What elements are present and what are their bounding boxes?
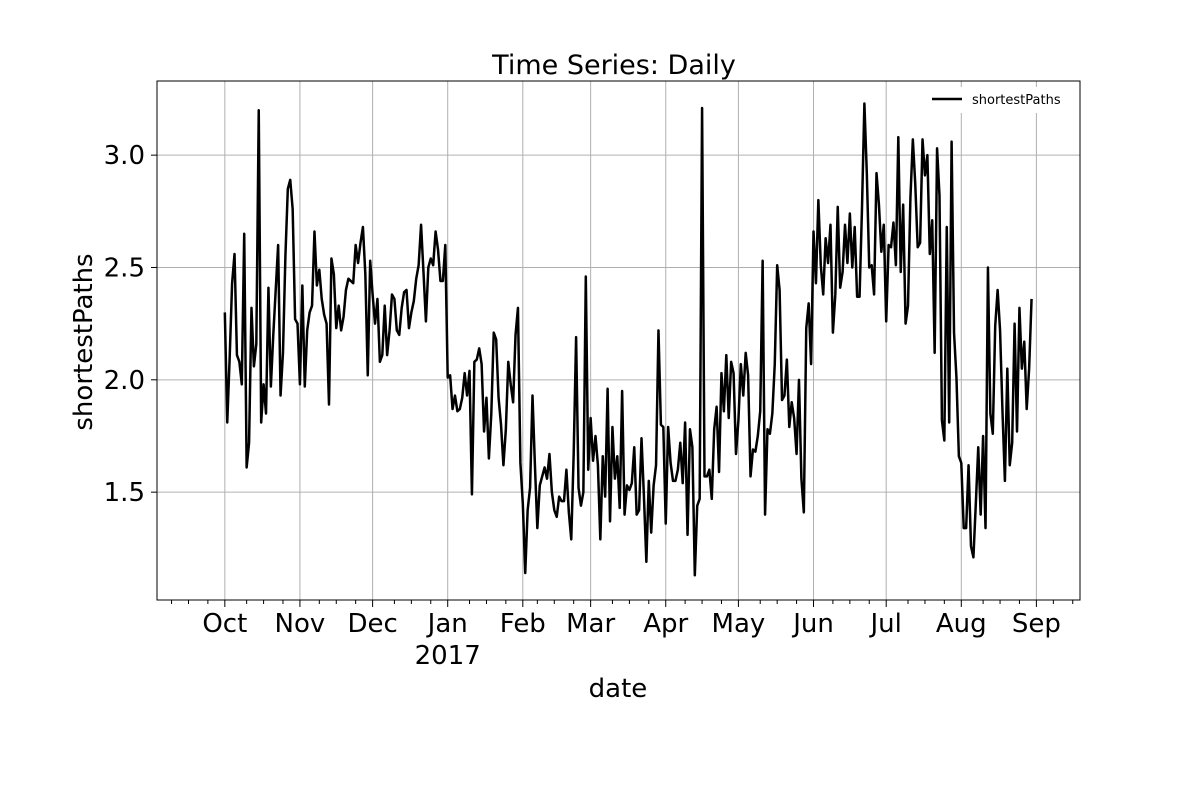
x-tick-label: Sep (1012, 609, 1061, 639)
chart-title: Time Series: Daily (491, 50, 736, 81)
x-tick-label: Aug (936, 609, 987, 639)
x-tick-label: Oct (202, 609, 247, 639)
legend: shortestPaths (922, 87, 1072, 113)
x-tick-label: Jun (791, 609, 834, 639)
y-tick-label: 2.0 (104, 366, 145, 396)
legend-label: shortestPaths (972, 93, 1061, 108)
y-tick-label: 2.5 (104, 253, 145, 283)
x-tick-label: Apr (643, 609, 688, 639)
x-tick-label: Feb (500, 609, 546, 639)
series-line-shortestPaths (223, 102, 1033, 577)
y-tick-label: 3.0 (104, 141, 145, 171)
x-tick-label: Mar (566, 609, 615, 639)
x-axis-label: date (589, 674, 648, 704)
x-tick-label: Nov (275, 609, 326, 639)
y-tick-label: 1.5 (104, 478, 145, 508)
y-axis-label: shortestPaths (69, 253, 99, 430)
series-layer (223, 102, 1033, 577)
x-tick-label: Jul (869, 609, 902, 639)
x-tick-label: Dec (347, 609, 397, 639)
plot-frame (156, 80, 1081, 601)
x-tick-label: Jan (426, 609, 468, 639)
x-tick-sublabel: 2017 (415, 641, 481, 671)
x-tick-label: May (712, 609, 766, 639)
